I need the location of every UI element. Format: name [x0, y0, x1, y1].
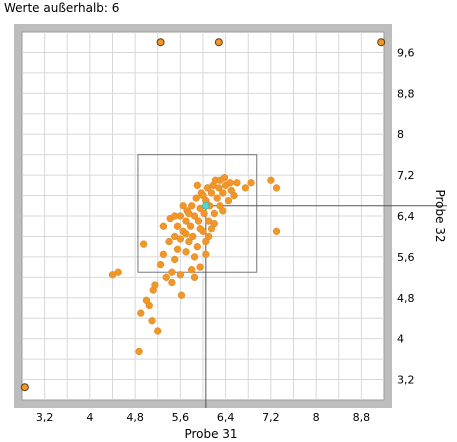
y-tick-label: 8,8	[397, 87, 415, 100]
x-tick-label: 7,2	[262, 411, 280, 424]
data-point	[182, 248, 190, 256]
data-point	[216, 176, 224, 184]
y-axis-title: Probe 32	[433, 189, 447, 242]
data-point	[182, 230, 190, 238]
data-point	[202, 250, 210, 258]
x-tick-label: 8,8	[353, 411, 371, 424]
data-point	[137, 309, 145, 317]
data-point	[224, 197, 233, 205]
data-point	[162, 273, 170, 281]
outlier-marker	[20, 383, 29, 392]
data-point	[213, 194, 221, 202]
data-point	[151, 281, 159, 289]
y-tick-label: 5,6	[397, 251, 415, 264]
data-point	[190, 273, 199, 281]
selection-region[interactable]	[137, 154, 258, 273]
data-point	[156, 260, 165, 269]
data-point	[219, 189, 227, 197]
data-point	[189, 232, 197, 241]
x-tick-labels: 3,2 4 4,8 5,6 6,4 7,2 8 8,8	[36, 411, 370, 424]
selected-data-point	[202, 202, 210, 210]
data-point	[199, 191, 207, 200]
data-point	[173, 222, 182, 230]
y-tick-label: 8	[397, 128, 404, 141]
data-point	[202, 237, 210, 246]
data-point	[196, 263, 204, 271]
data-point	[194, 217, 203, 225]
data-point	[272, 184, 281, 192]
data-point	[182, 217, 190, 225]
data-point	[145, 301, 153, 310]
data-point	[148, 317, 156, 325]
data-point	[114, 268, 122, 276]
x-tick-label: 8	[313, 411, 320, 424]
data-point	[179, 202, 187, 210]
y-tick-labels: 3,2 4 4,8 5,6 6,4 7,2 8 8,8 9,6	[397, 46, 415, 386]
data-point	[230, 191, 238, 200]
data-point	[226, 179, 234, 187]
data-point	[168, 268, 176, 276]
data-point	[193, 181, 201, 189]
x-tick-label: 3,2	[36, 411, 54, 424]
outlier-marker	[156, 38, 165, 47]
data-point	[171, 212, 179, 220]
data-point	[171, 255, 179, 264]
data-point	[247, 179, 255, 187]
data-point	[165, 237, 173, 246]
data-point	[173, 245, 182, 253]
y-tick-label: 6,4	[397, 210, 415, 223]
data-point	[190, 253, 199, 261]
data-point	[272, 227, 281, 235]
y-tick-label: 4,8	[397, 292, 415, 305]
outlier-marker	[214, 38, 223, 47]
y-tick-label: 4	[397, 333, 404, 346]
data-point	[196, 225, 204, 233]
data-point	[193, 243, 201, 251]
x-tick-label: 4	[86, 411, 93, 424]
data-point	[176, 271, 185, 279]
data-point	[159, 250, 168, 258]
x-tick-label: 4,8	[126, 411, 144, 424]
data-point	[185, 209, 193, 218]
data-point	[241, 184, 250, 192]
data-point	[267, 176, 275, 184]
data-point	[177, 291, 186, 299]
data-point	[135, 347, 143, 356]
data-point	[210, 209, 218, 218]
y-tick-label: 7,2	[397, 169, 415, 182]
data-point	[159, 222, 168, 230]
data-point	[176, 235, 185, 243]
outlier-marker	[377, 38, 386, 47]
x-tick-label: 5,6	[172, 411, 190, 424]
data-points	[108, 174, 281, 356]
x-tick-label: 6,4	[217, 411, 235, 424]
data-point	[154, 327, 162, 335]
x-axis-title: Probe 31	[184, 427, 237, 441]
data-point	[207, 225, 216, 233]
data-point	[188, 202, 196, 210]
data-point	[215, 184, 223, 192]
data-point	[219, 207, 227, 215]
outlier-markers	[20, 38, 386, 392]
data-point	[188, 266, 196, 274]
data-point	[168, 278, 176, 287]
outliers-status-label: Werte außerhalb: 6	[4, 1, 120, 15]
y-tick-label: 9,6	[397, 46, 415, 59]
y-tick-label: 3,2	[397, 374, 415, 387]
data-point	[207, 189, 216, 197]
data-point	[233, 179, 241, 187]
data-point	[200, 209, 208, 218]
data-point	[139, 240, 148, 248]
data-point	[186, 222, 195, 230]
data-point	[192, 194, 200, 202]
data-point	[185, 237, 193, 246]
